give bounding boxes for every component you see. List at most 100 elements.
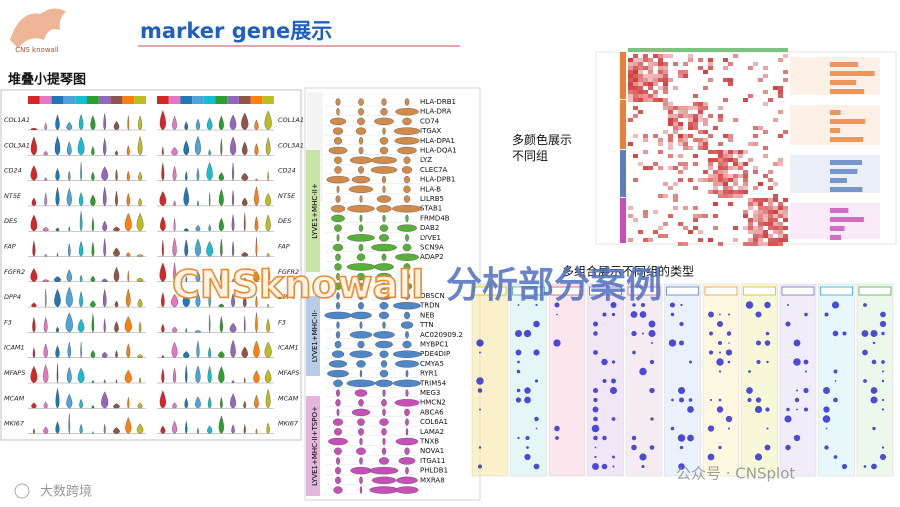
violin <box>79 211 83 232</box>
violin <box>381 399 387 407</box>
dot <box>612 465 615 468</box>
heat-cell <box>748 226 753 230</box>
dot <box>881 408 885 411</box>
dot <box>870 387 878 394</box>
gene-label: MEG3 <box>420 389 440 397</box>
violin <box>80 162 82 182</box>
heat-cell <box>758 210 763 214</box>
left-figure <box>0 89 302 441</box>
heat-cell <box>748 66 753 70</box>
heat-cell <box>638 66 643 70</box>
violin <box>405 389 409 397</box>
heat-cell <box>658 78 663 82</box>
heat-cell <box>658 70 663 74</box>
heat-cell <box>698 110 703 114</box>
dot-header <box>550 286 584 296</box>
dot <box>787 304 789 306</box>
violin <box>172 368 177 384</box>
gene-label: HMCN2 <box>420 399 446 407</box>
dot <box>687 406 694 413</box>
heat-cell <box>713 126 718 130</box>
violin <box>208 290 211 308</box>
violin <box>161 368 165 384</box>
dot-panel <box>856 283 894 477</box>
violin <box>395 437 419 446</box>
violin <box>113 226 120 232</box>
violin <box>185 421 188 434</box>
heat-cell <box>733 118 738 122</box>
violin <box>355 127 367 135</box>
heat-cell <box>763 230 768 234</box>
violin <box>354 389 368 397</box>
group-color <box>238 96 251 104</box>
logo: CNS knowall <box>4 2 70 56</box>
violin <box>241 252 249 257</box>
left-title: 堆叠小提琴图 <box>8 72 86 88</box>
dot <box>794 397 800 403</box>
dot <box>611 360 616 364</box>
dot <box>677 434 686 442</box>
heat-cell <box>638 110 643 114</box>
heat-cell <box>773 226 778 230</box>
violin <box>101 278 108 282</box>
term-bar <box>830 80 857 85</box>
heat-cell <box>713 158 718 162</box>
gene-label: OBSCN <box>420 292 445 300</box>
violin <box>334 156 342 164</box>
heat-cell <box>633 98 638 102</box>
heat-cell <box>698 118 703 122</box>
violin <box>254 186 259 207</box>
heat-cell <box>743 150 748 154</box>
violin <box>80 342 82 359</box>
violin <box>267 171 269 181</box>
heat-cell <box>703 138 708 142</box>
group-color <box>134 96 146 104</box>
heat-cell <box>658 226 663 230</box>
dot <box>708 350 714 355</box>
dot <box>745 301 754 309</box>
violin <box>333 486 343 494</box>
group-color <box>157 96 169 104</box>
heat-cell <box>673 122 678 126</box>
dot <box>631 330 637 337</box>
heat-cell <box>628 94 633 98</box>
dot <box>534 379 539 383</box>
violin <box>347 234 375 242</box>
heat-cell <box>778 214 783 218</box>
violin <box>358 243 364 252</box>
heat-cell <box>668 214 673 218</box>
heat-cell <box>723 134 728 138</box>
violin <box>124 316 132 333</box>
dot <box>639 311 647 318</box>
violin <box>404 272 410 281</box>
violin <box>264 369 272 384</box>
heat-cell <box>768 222 773 226</box>
heat-cell <box>783 206 788 210</box>
violin <box>392 205 422 213</box>
violin <box>185 365 188 384</box>
violin <box>336 321 340 329</box>
heat-cell <box>658 138 663 142</box>
heat-cell <box>658 150 663 154</box>
heat-cell <box>733 166 738 170</box>
heat-cell <box>778 206 783 210</box>
term-bar <box>830 178 847 183</box>
violin <box>54 136 61 156</box>
violin <box>347 205 375 213</box>
gene-label: DPP4 <box>4 293 21 301</box>
heat-cell <box>688 118 693 122</box>
violin <box>403 195 411 203</box>
violin <box>115 169 118 181</box>
violin <box>171 341 178 358</box>
heat-cell <box>708 178 713 182</box>
heat-cell <box>718 114 723 118</box>
heat-cell <box>708 190 713 194</box>
dot <box>611 417 616 421</box>
heat-cell <box>628 78 633 82</box>
term-bar <box>830 71 875 76</box>
violin <box>55 168 60 181</box>
heat-cell <box>733 190 738 194</box>
violin <box>357 340 365 349</box>
violin <box>138 321 142 333</box>
